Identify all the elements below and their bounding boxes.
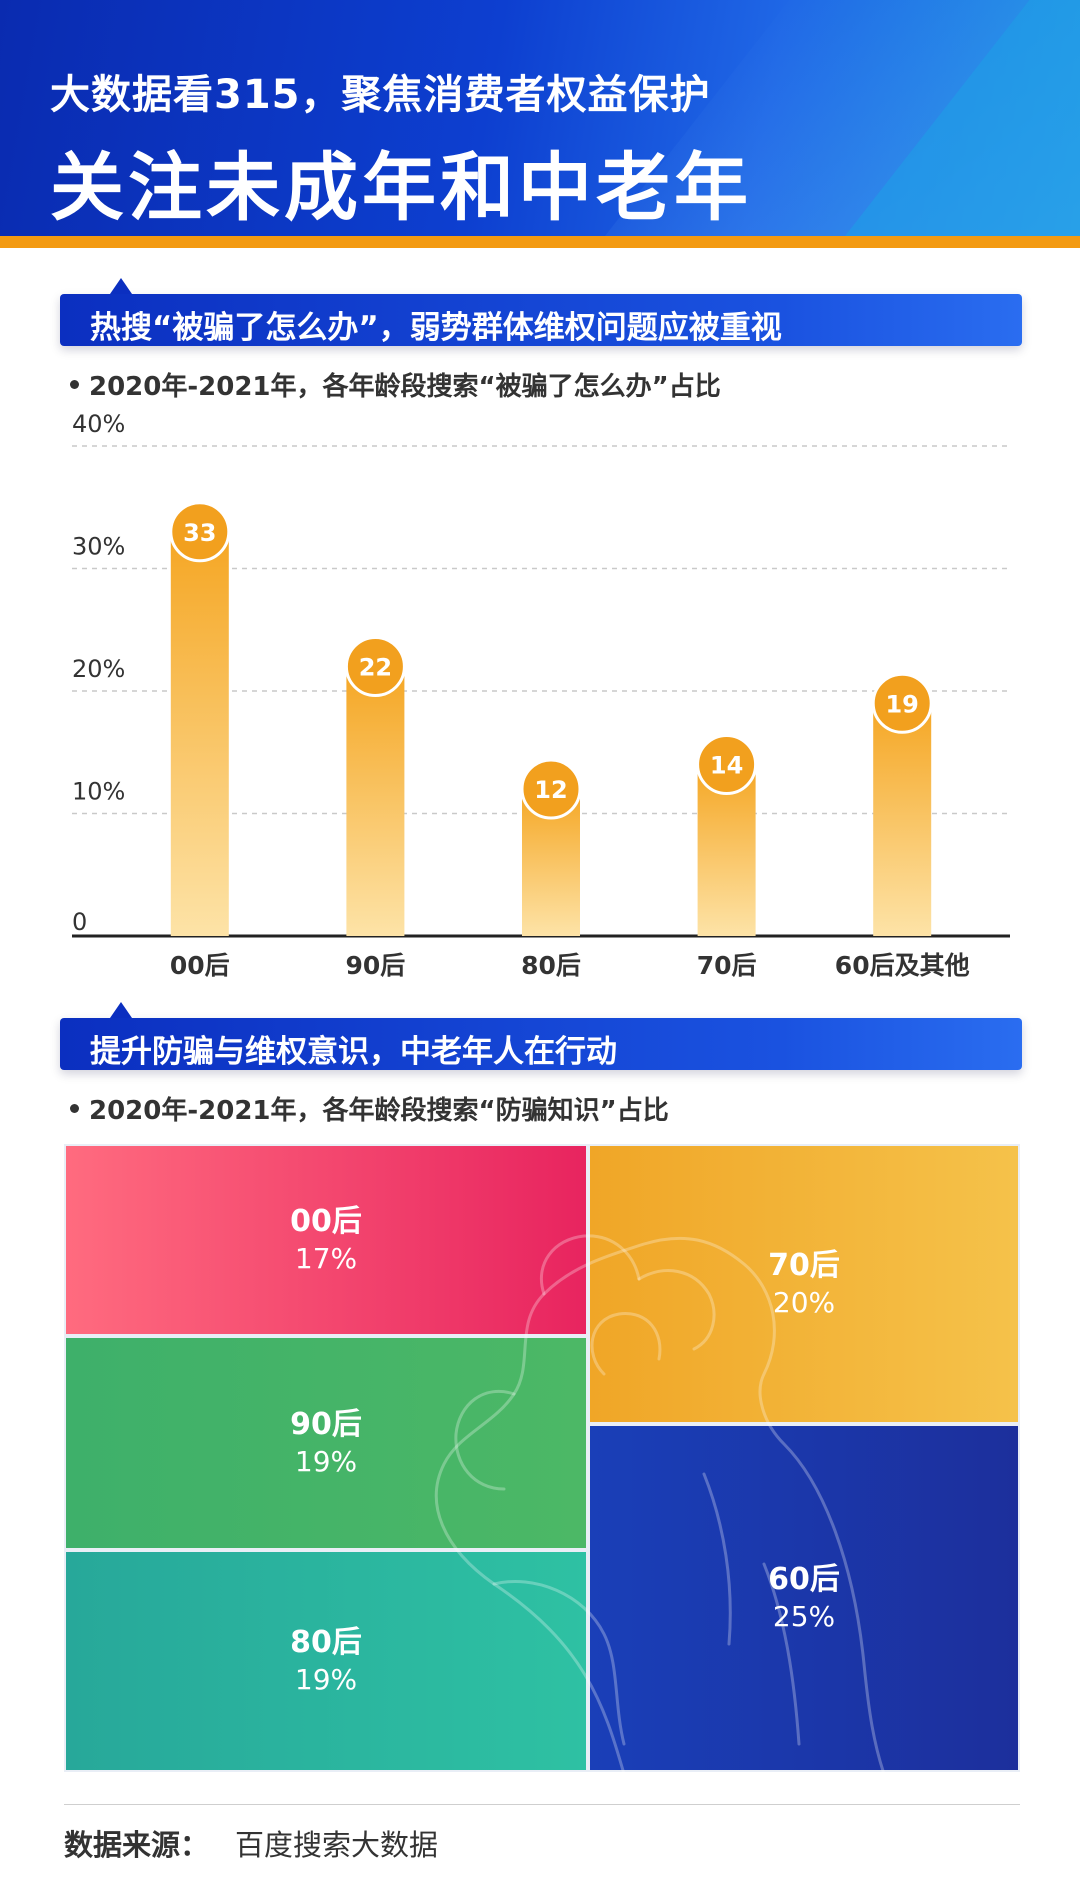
bullet-dot	[70, 1104, 79, 1113]
tile-name: 80后	[290, 1624, 362, 1662]
section1-banner-text: 热搜“被骗了怎么办”，弱势群体维权问题应被重视	[90, 302, 782, 347]
source-label: 数据来源：	[64, 1828, 209, 1862]
section1-banner: 热搜“被骗了怎么办”，弱势群体维权问题应被重视	[60, 294, 1022, 346]
source-value: 百度搜索大数据	[235, 1828, 438, 1862]
data-label: 22	[359, 654, 392, 682]
data-label: 33	[183, 519, 216, 547]
age-treemap: 00后 17% 90后 19% 80后 19% 70后 20% 60后 25%	[64, 1144, 1020, 1772]
tile-percent: 25%	[773, 1599, 835, 1635]
data-label: 19	[885, 690, 918, 718]
page-title: 关注未成年和中老年	[50, 128, 752, 235]
tile-percent: 20%	[773, 1285, 835, 1321]
tile-percent: 19%	[295, 1444, 357, 1480]
treemap-tile-80: 80后 19%	[66, 1552, 586, 1770]
x-tick-label: 60后及其他	[835, 951, 970, 980]
x-tick-label: 80后	[521, 951, 581, 980]
data-label: 12	[534, 776, 567, 804]
x-tick-label: 00后	[170, 951, 230, 980]
treemap-tile-60: 60后 25%	[590, 1426, 1018, 1770]
y-tick-label: 40%	[72, 410, 125, 438]
y-tick-label: 10%	[72, 778, 125, 806]
treemap-tile-70: 70后 20%	[590, 1146, 1018, 1422]
bullet-dot	[70, 380, 79, 389]
banner-notch	[110, 278, 132, 294]
tile-percent: 17%	[295, 1241, 357, 1277]
section2-subhead: 2020年-2021年，各年龄段搜索“防骗知识”占比	[70, 1090, 669, 1127]
section2-banner: 提升防骗与维权意识，中老年人在行动	[60, 1018, 1022, 1070]
section1-subhead-text: 2020年-2021年，各年龄段搜索“被骗了怎么办”占比	[89, 372, 721, 402]
header-banner: 大数据看315，聚焦消费者权益保护 关注未成年和中老年	[0, 0, 1080, 248]
data-label: 14	[710, 752, 743, 780]
tile-name: 70后	[768, 1247, 840, 1285]
section1-subhead: 2020年-2021年，各年龄段搜索“被骗了怎么办”占比	[70, 366, 721, 403]
footer-source: 数据来源： 百度搜索大数据	[64, 1822, 438, 1864]
x-tick-label: 70后	[697, 951, 757, 980]
section2-subhead-text: 2020年-2021年，各年龄段搜索“防骗知识”占比	[89, 1096, 669, 1126]
treemap-tile-90: 90后 19%	[66, 1338, 586, 1548]
y-tick-label: 30%	[72, 533, 125, 561]
header-subtitle: 大数据看315，聚焦消费者权益保护	[50, 62, 711, 120]
bar-0	[171, 532, 229, 936]
tile-name: 60后	[768, 1561, 840, 1599]
bar-1	[346, 667, 404, 937]
banner-notch	[110, 1002, 132, 1018]
treemap-tile-00: 00后 17%	[66, 1146, 586, 1334]
header-accent-bar	[0, 236, 1080, 248]
footer-divider	[64, 1804, 1020, 1805]
bar-4	[873, 703, 931, 936]
y-tick-label: 20%	[72, 655, 125, 683]
tile-name: 00后	[290, 1203, 362, 1241]
age-bar-chart: 0 10% 20% 30% 40% 33 00后 22 90后 12 80后 14 70后 19 60后及…	[0, 400, 1080, 1000]
tile-percent: 19%	[295, 1662, 357, 1698]
x-tick-label: 90后	[346, 951, 406, 980]
tile-name: 90后	[290, 1406, 362, 1444]
y-tick-label: 0	[72, 908, 87, 936]
section2-banner-text: 提升防骗与维权意识，中老年人在行动	[90, 1026, 617, 1071]
